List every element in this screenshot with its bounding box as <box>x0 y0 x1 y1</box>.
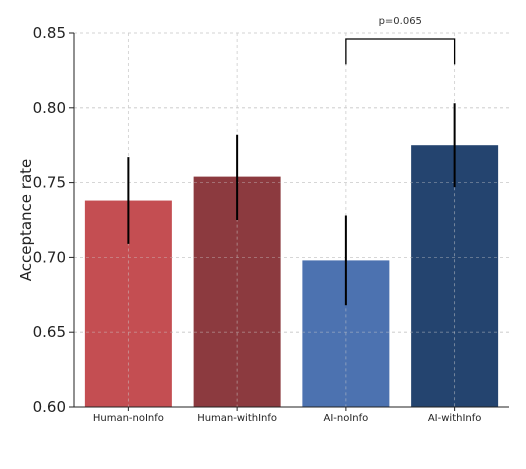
x-tick-label: AI-noInfo <box>323 413 368 424</box>
x-tick-label: Human-noInfo <box>93 413 164 424</box>
error-bars <box>127 103 456 306</box>
y-axis-label: Acceptance rate <box>17 159 35 282</box>
y-tick-label: 0.75 <box>33 174 66 192</box>
x-tick-label: Human-withInfo <box>197 413 277 424</box>
x-tick-label: AI-withInfo <box>428 413 482 424</box>
p-value-label: p=0.065 <box>379 16 422 27</box>
y-tick-label: 0.60 <box>33 398 66 416</box>
y-tick-label: 0.70 <box>33 248 66 266</box>
annotations: p=0.065 <box>345 16 456 65</box>
y-tick-label: 0.65 <box>33 323 66 341</box>
bars <box>74 32 509 408</box>
significance-bracket <box>345 38 456 65</box>
y-tick-label: 0.80 <box>33 99 66 117</box>
y-tick-label: 0.85 <box>33 24 66 42</box>
axes: 0.60 0.65 0.70 0.75 0.80 0.85 Human-noInfo Huma… <box>33 24 509 424</box>
